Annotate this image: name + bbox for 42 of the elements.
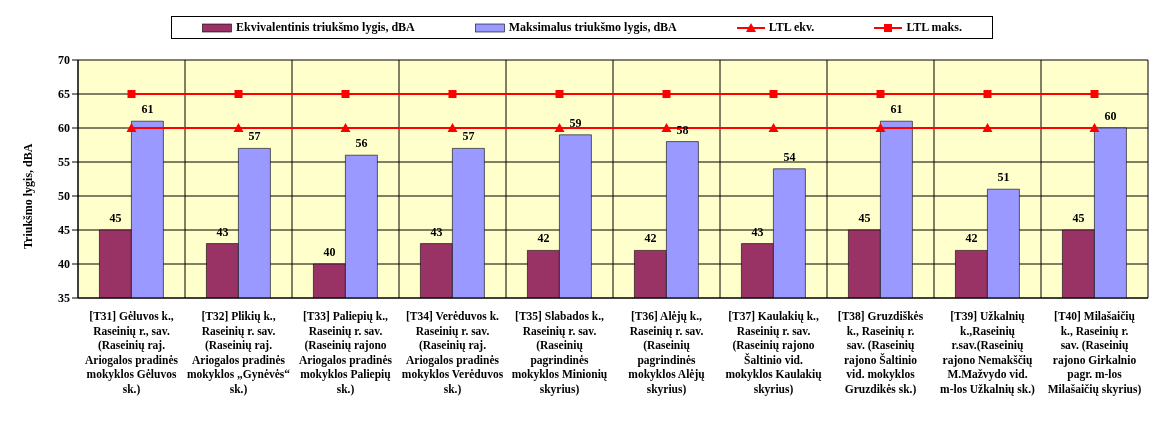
data-label: 43 [430,224,443,239]
y-tick-label: 55 [58,155,70,170]
x-tick-label: [T32] Plikių k., Raseinių r. sav. (Raseinių raj. Ariogalos pradinės mokyklos „Gynėvės“ sk.) [186,310,291,396]
y-tick-label: 40 [58,257,70,272]
y-tick-label: 65 [58,87,70,102]
legend-label: LTL ekv. [767,20,815,35]
x-tick-label: [T39] Užkalnių k.,Raseinių r.sav.(Raseinių rajono Nemakščių M.Mažvydo vid. m-los Užkalnių sk.) [940,310,1036,396]
x-tick-label: [T40] Milašaičių k., Raseinių r. sav. (Raseinių rajono Girkalnio pagr. m-los Milašaičių skyrius) [1047,310,1142,396]
data-label: 56 [355,136,368,151]
data-label: 60 [1104,109,1117,123]
x-tick-label: [T31] Gėluvos k., Raseinių r., sav. (Raseinių raj. Ariogalos pradinės mokyklos Gėluvos sk.) [85,310,179,396]
legend-label: LTL maks. [905,20,962,35]
data-label: 43 [751,224,764,239]
data-label: 61 [141,102,154,117]
x-tick-label: [T35] Slabados k., Raseinių r. sav. (Raseinių pagrindinės mokyklos Minionių skyrius) [511,310,608,396]
data-label: 45 [1072,211,1085,225]
data-label: 57 [462,129,475,144]
data-label: 61 [890,102,903,117]
data-label: 42 [537,231,550,246]
x-tick-label: [T33] Paliepių k., Raseinių r. sav. (Raseinių rajono Ariogalos pradinės mokyklos Paliepių sk.) [299,310,393,396]
legend-label: Ekvivalentinis triukšmo lygis, dBA [235,20,415,35]
data-label: 51 [997,170,1010,185]
data-label: 45 [858,211,871,225]
y-tick-label: 60 [58,121,70,136]
y-tick-label: 50 [58,189,70,204]
data-label: 43 [216,224,229,239]
legend-label: Maksimalus triukšmo lygis, dBA [507,20,677,35]
data-label: 57 [248,129,261,144]
data-label: 42 [965,231,978,246]
y-tick-label: 70 [58,53,70,68]
data-label: 40 [323,245,336,259]
x-tick-label: [T34] Verėduvos k. Raseinių r. sav. (Raseinių raj. Ariogalos pradinės mokyklos Verėduvos sk.) [401,310,504,396]
data-label: 54 [783,149,796,164]
data-label: 45 [109,211,122,225]
x-tick-label: [T36] Alėjų k., Raseinių r. sav. (Raseinių pagrindinės mokyklos Alėjų skyrius) [628,310,706,396]
y-axis-title: Triukšmo lygis, dBA [21,143,36,249]
x-tick-label: [T37] Kaulakių k., Raseinių r. sav. (Raseinių rajono Šaltinio vid. mokyklos Kaulakių skyrius) [725,310,823,396]
data-label: 59 [569,115,582,130]
x-tick-label: [T38] Gruzdiškės k., Raseinių r. sav. (Raseinių rajono Šaltinio vid. mokyklos Gruzdikės sk.) [837,310,924,396]
y-tick-label: 35 [58,291,70,306]
data-label: 42 [644,231,657,246]
y-tick-label: 45 [58,223,70,238]
